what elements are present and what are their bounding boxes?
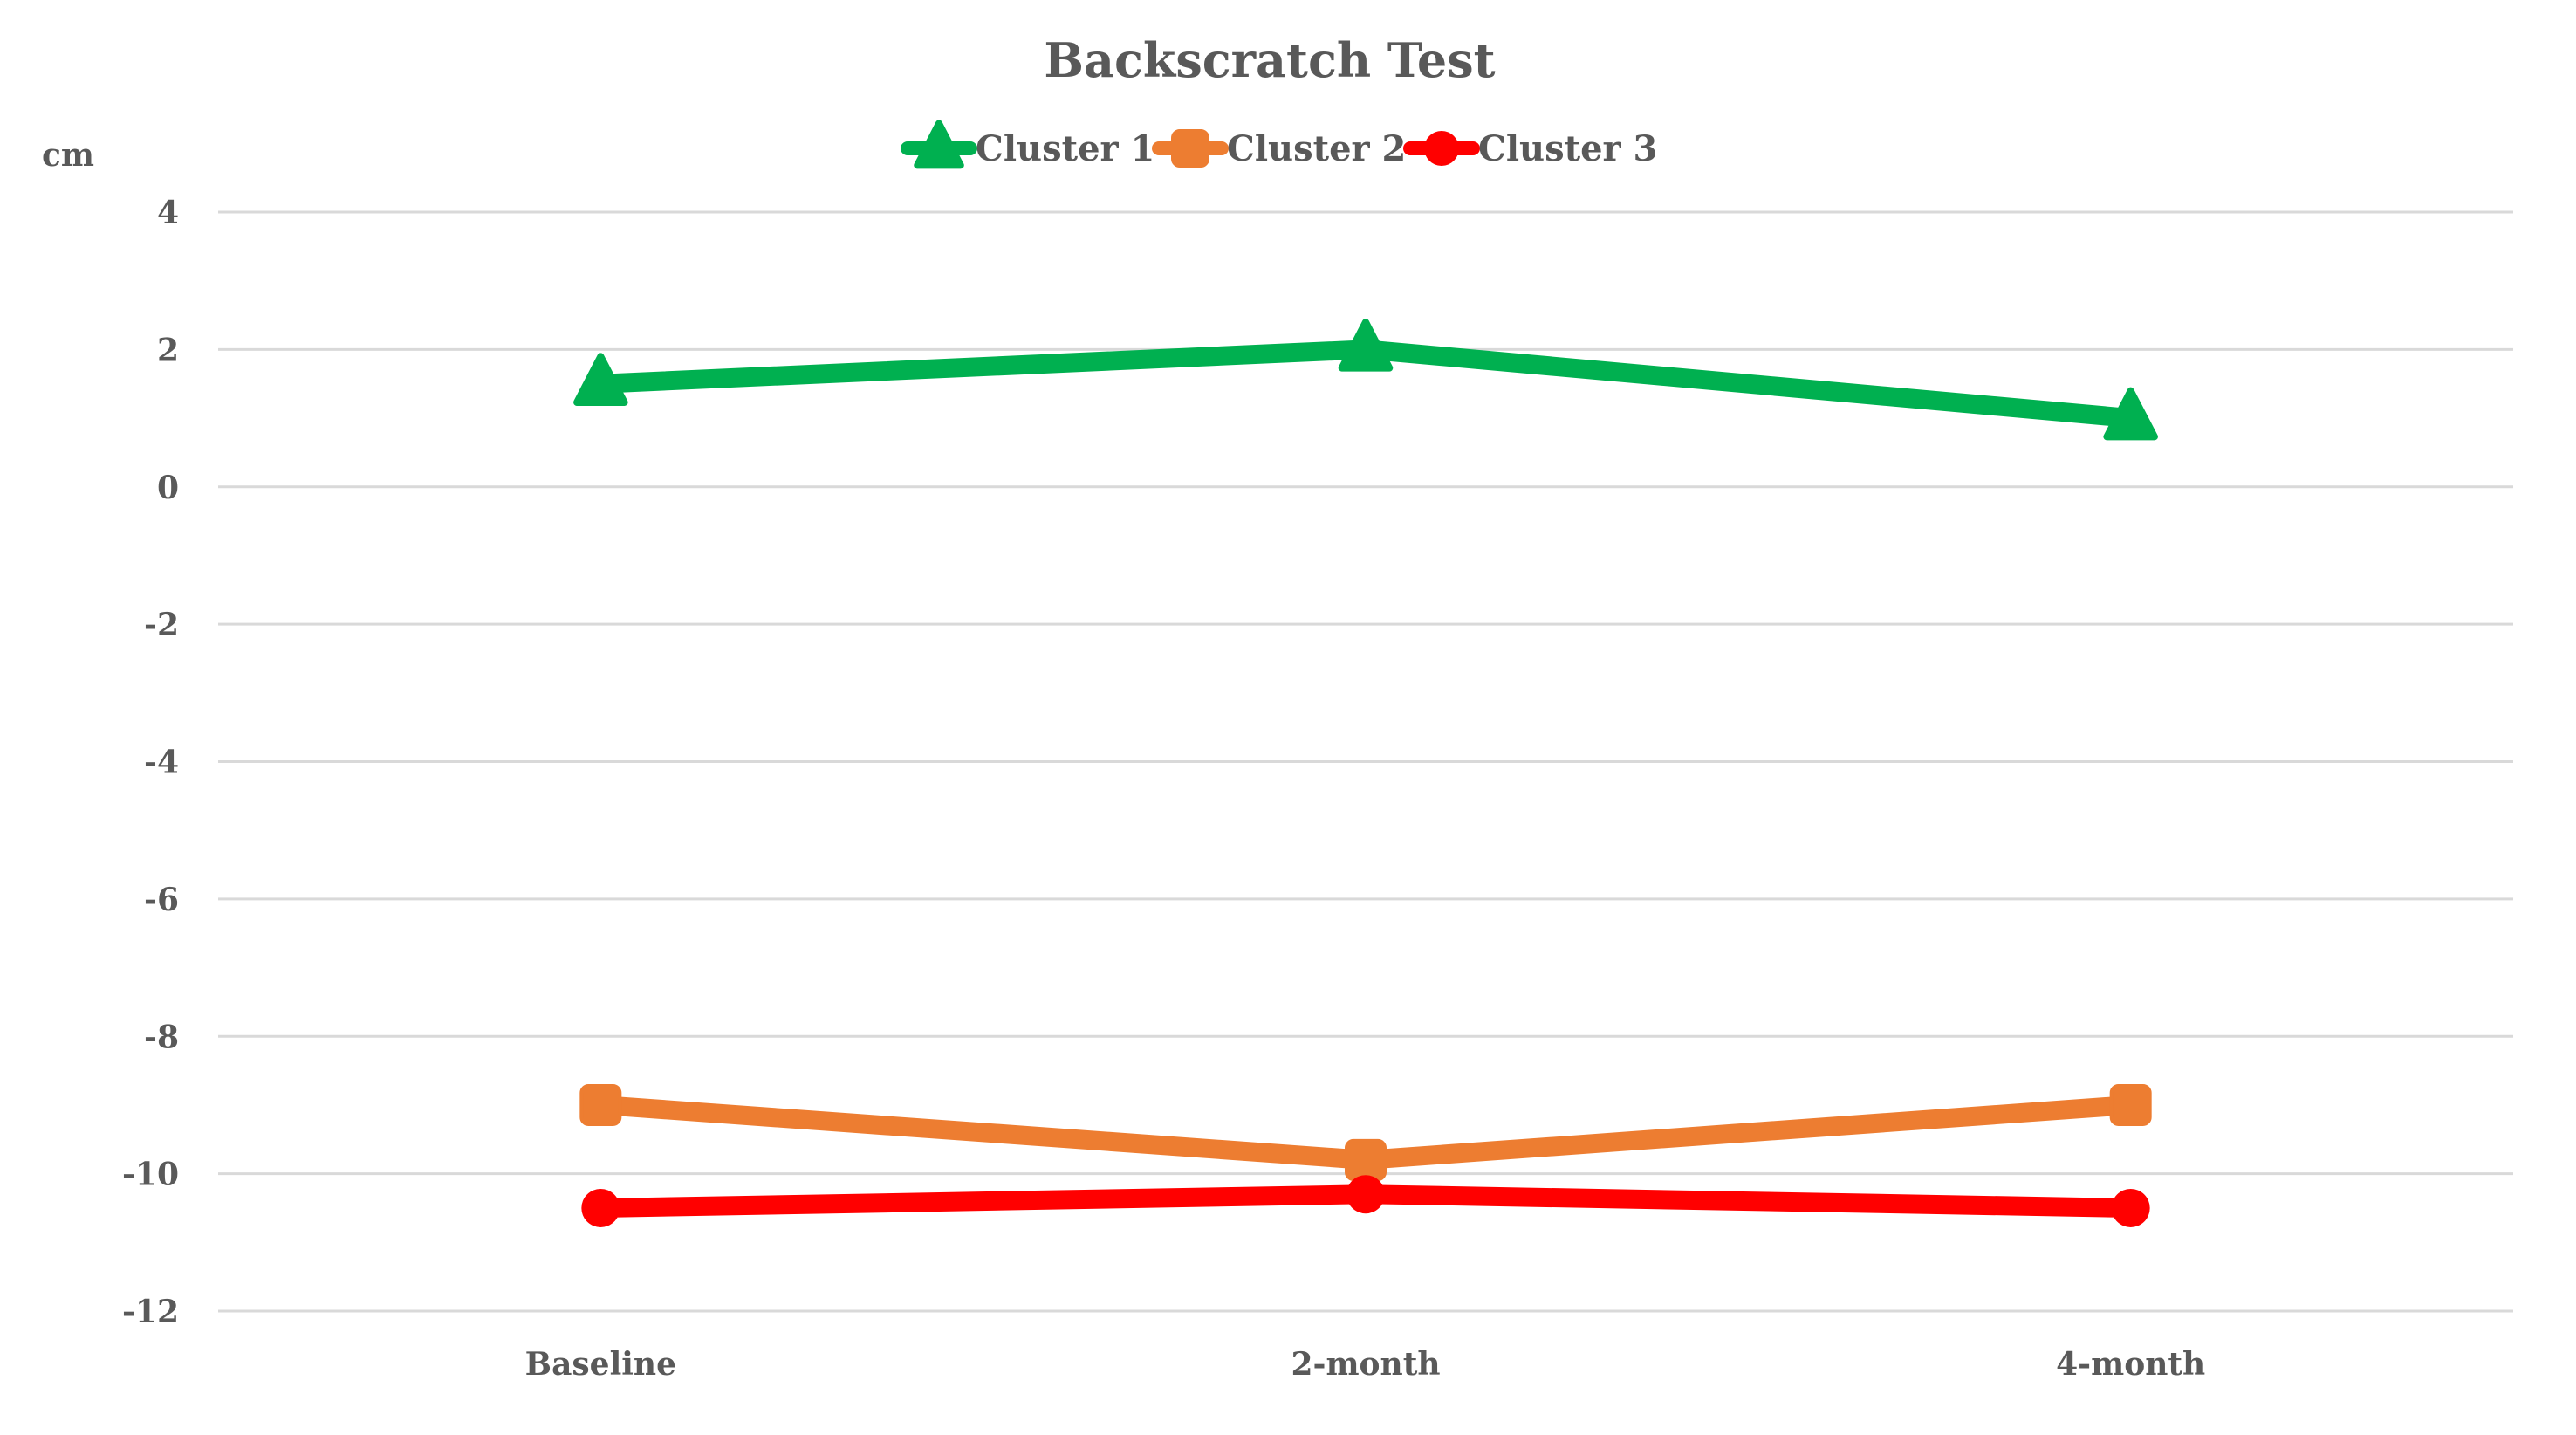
series-cluster-3 bbox=[581, 1175, 2150, 1227]
legend-item-cluster-1: Cluster 1 bbox=[901, 120, 1154, 169]
y-tick-label: -8 bbox=[144, 1019, 179, 1055]
legend-label: Cluster 3 bbox=[1478, 128, 1657, 169]
data-point-cluster-2 bbox=[579, 1083, 622, 1126]
legend-marker bbox=[914, 120, 964, 169]
data-point-cluster-1 bbox=[573, 353, 628, 406]
gridlines bbox=[218, 210, 2513, 1313]
data-point-cluster-2 bbox=[2109, 1083, 2152, 1126]
series-cluster-2 bbox=[579, 1083, 2152, 1181]
y-tick-label: -12 bbox=[122, 1294, 179, 1330]
data-point-cluster-1 bbox=[1338, 319, 1394, 372]
series-layer bbox=[573, 319, 2158, 1227]
chart-title: Backscratch Test bbox=[1044, 32, 1495, 88]
legend-label: Cluster 1 bbox=[976, 128, 1154, 169]
y-tick-label: -6 bbox=[144, 882, 179, 918]
y-tick-label: 2 bbox=[157, 332, 179, 368]
x-tick-label: 2-month bbox=[1291, 1346, 1440, 1383]
legend-item-cluster-3: Cluster 3 bbox=[1403, 128, 1657, 169]
y-axis-ticks: 4 2 0 -2 -4 -6 -8 -10 -12 bbox=[122, 195, 179, 1330]
y-tick-label: -10 bbox=[122, 1157, 179, 1193]
data-point-cluster-3 bbox=[1346, 1175, 1385, 1214]
legend-marker bbox=[1424, 131, 1459, 166]
legend-marker bbox=[1171, 129, 1209, 168]
series-cluster-1 bbox=[573, 319, 2158, 441]
legend-label: Cluster 2 bbox=[1227, 128, 1406, 169]
y-tick-label: 0 bbox=[157, 470, 179, 506]
data-point-cluster-3 bbox=[581, 1188, 620, 1227]
data-point-cluster-1 bbox=[2103, 387, 2158, 441]
data-point-cluster-2 bbox=[1345, 1138, 1387, 1181]
y-axis-unit-label: cm bbox=[42, 137, 94, 174]
legend-item-cluster-2: Cluster 2 bbox=[1152, 128, 1406, 169]
data-point-cluster-3 bbox=[2111, 1188, 2150, 1227]
x-tick-label: Baseline bbox=[525, 1346, 676, 1383]
legend: Cluster 1 Cluster 2 Cluster 3 bbox=[901, 120, 1657, 169]
y-tick-label: -4 bbox=[144, 745, 179, 781]
x-axis-ticks: Baseline 2-month 4-month bbox=[525, 1346, 2206, 1383]
y-tick-label: -2 bbox=[144, 607, 179, 643]
x-tick-label: 4-month bbox=[2056, 1346, 2205, 1383]
y-tick-label: 4 bbox=[157, 195, 179, 231]
